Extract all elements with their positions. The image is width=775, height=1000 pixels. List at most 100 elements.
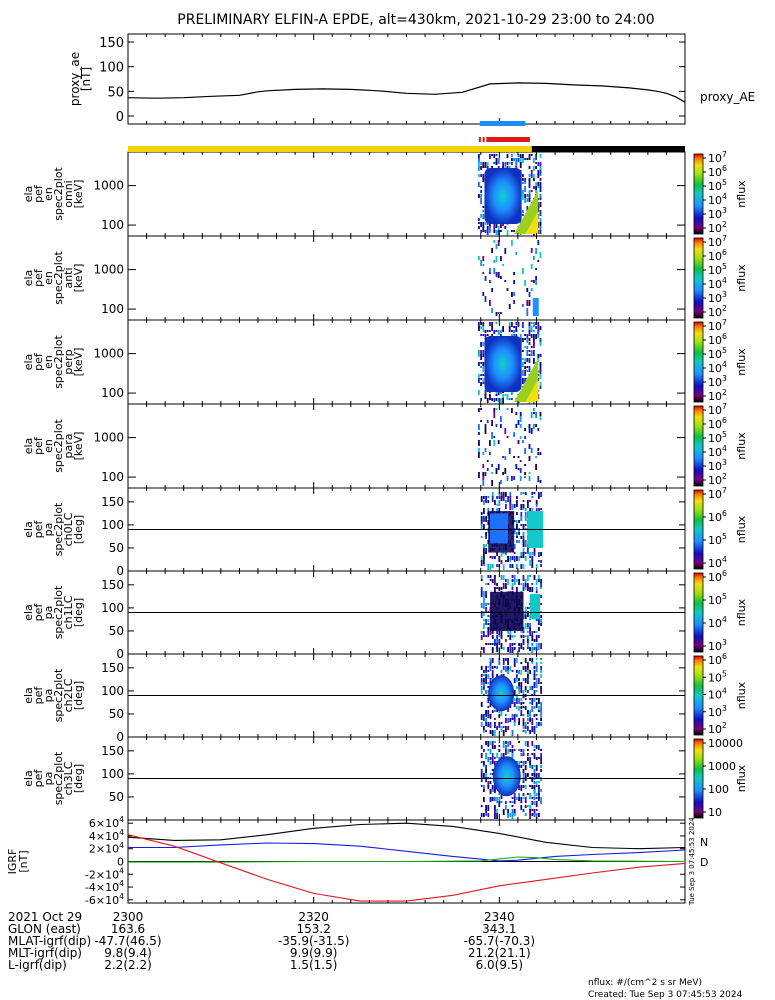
- flux-cell: [478, 354, 480, 357]
- flux-cell: [520, 552, 523, 557]
- colorbar-tick-label: 105: [708, 669, 727, 684]
- flux-cell: [529, 500, 531, 502]
- flux-cell: [496, 635, 498, 639]
- flux-cell: [517, 158, 520, 162]
- colorbar-label: nflux: [735, 681, 748, 709]
- flux-cell: [511, 749, 514, 755]
- flux-cell: [524, 544, 527, 547]
- flux-cell: [540, 686, 542, 691]
- flux-cell: [527, 682, 529, 684]
- flux-cell: [480, 382, 482, 386]
- flux-cell: [519, 476, 522, 481]
- flux-cell: [540, 564, 542, 567]
- flux-cell: [533, 678, 536, 680]
- flux-core: [492, 756, 521, 797]
- flux-cell: [522, 532, 525, 536]
- flux-cell: [478, 378, 480, 383]
- flux-cell: [540, 757, 542, 761]
- flux-cell: [518, 540, 520, 543]
- flux-cell: [522, 548, 525, 554]
- flux-cell: [511, 797, 514, 799]
- flux-cell: [527, 587, 529, 591]
- tick-base: 10: [708, 460, 722, 473]
- flux-cell: [528, 476, 531, 481]
- flux-cell: [509, 749, 512, 752]
- flux-cell: [500, 222, 502, 228]
- flux-cell: [513, 643, 516, 645]
- flux-cell: [507, 749, 509, 754]
- flux-cell: [513, 280, 515, 284]
- flux-cell: [494, 805, 496, 811]
- flux-cell: [531, 662, 534, 664]
- flux-cell: [480, 805, 483, 807]
- flux-cell: [498, 496, 501, 499]
- flux-cell: [527, 710, 529, 715]
- flux-cell: [489, 761, 492, 765]
- flux-cell: [507, 726, 509, 730]
- y-axis-label: pef: [32, 268, 45, 287]
- y-axis-label: [deg]: [72, 764, 85, 793]
- flux-cell: [489, 575, 492, 578]
- flux-cell: [482, 476, 485, 480]
- flux-cell: [535, 785, 538, 787]
- flux-cell: [539, 186, 542, 192]
- flux-cell: [527, 678, 529, 683]
- tick-base: 10: [708, 723, 722, 736]
- flux-cell: [513, 292, 515, 296]
- flux-cell: [520, 635, 523, 638]
- flux-cell: [531, 706, 534, 712]
- flux-cell: [527, 757, 529, 761]
- flux-cell: [527, 722, 529, 724]
- flux-cell: [485, 674, 487, 679]
- flux-cell: [482, 366, 485, 372]
- flux-cell: [494, 761, 496, 766]
- flux-cell: [480, 186, 482, 188]
- flux-cell: [485, 714, 487, 717]
- colorbar-tick-label: 105: [708, 178, 727, 193]
- colorbar-tick-label: 107: [708, 318, 727, 333]
- omni-colorbar: [693, 153, 704, 235]
- flux-cell: [529, 718, 531, 722]
- flux-cell: [480, 785, 483, 787]
- y-tick-label: 100: [101, 518, 124, 532]
- flux-cell: [518, 797, 520, 801]
- flux-cell: [497, 330, 500, 335]
- flux-cell: [480, 761, 483, 763]
- flux-cell: [507, 631, 509, 634]
- flux-cell: [511, 158, 513, 161]
- flux-cell: [486, 460, 489, 462]
- flux-cell: [528, 338, 531, 341]
- flux-cell: [506, 288, 509, 291]
- flux-cell: [480, 362, 482, 364]
- flux-cell: [493, 230, 496, 233]
- flux-cell: [485, 718, 487, 724]
- flux-cell: [524, 512, 527, 518]
- flux-cell: [513, 330, 515, 333]
- time-axis-row-label: GLON (east): [8, 922, 81, 936]
- flux-cell: [533, 338, 535, 344]
- flux-cell: [527, 627, 529, 629]
- flux-cell: [531, 765, 534, 769]
- flux-cell: [527, 647, 529, 649]
- flux-cell: [498, 801, 501, 807]
- flux-cell: [529, 623, 531, 629]
- flux-cell: [483, 761, 485, 765]
- time-axis-value: 9.9(9.9): [290, 946, 338, 960]
- flux-core: [529, 594, 540, 620]
- tick-base: 10: [708, 278, 722, 291]
- flux-cell: [487, 619, 490, 622]
- flux-cell: [522, 440, 524, 443]
- flux-cell: [495, 244, 498, 249]
- flux-cell: [528, 358, 531, 363]
- flux-cell: [535, 682, 538, 688]
- flux-cell: [484, 330, 487, 333]
- time-axis-value: -35.9(-31.5): [278, 934, 349, 948]
- flux-cell: [497, 158, 500, 164]
- ch2LC-colorbar: [693, 655, 704, 736]
- flux-cell: [520, 631, 523, 633]
- tick-base: 4×10: [89, 830, 119, 843]
- flux-cell: [531, 658, 534, 662]
- flux-cell: [498, 631, 501, 635]
- flux-cell: [520, 714, 523, 716]
- flux-cell: [486, 398, 489, 403]
